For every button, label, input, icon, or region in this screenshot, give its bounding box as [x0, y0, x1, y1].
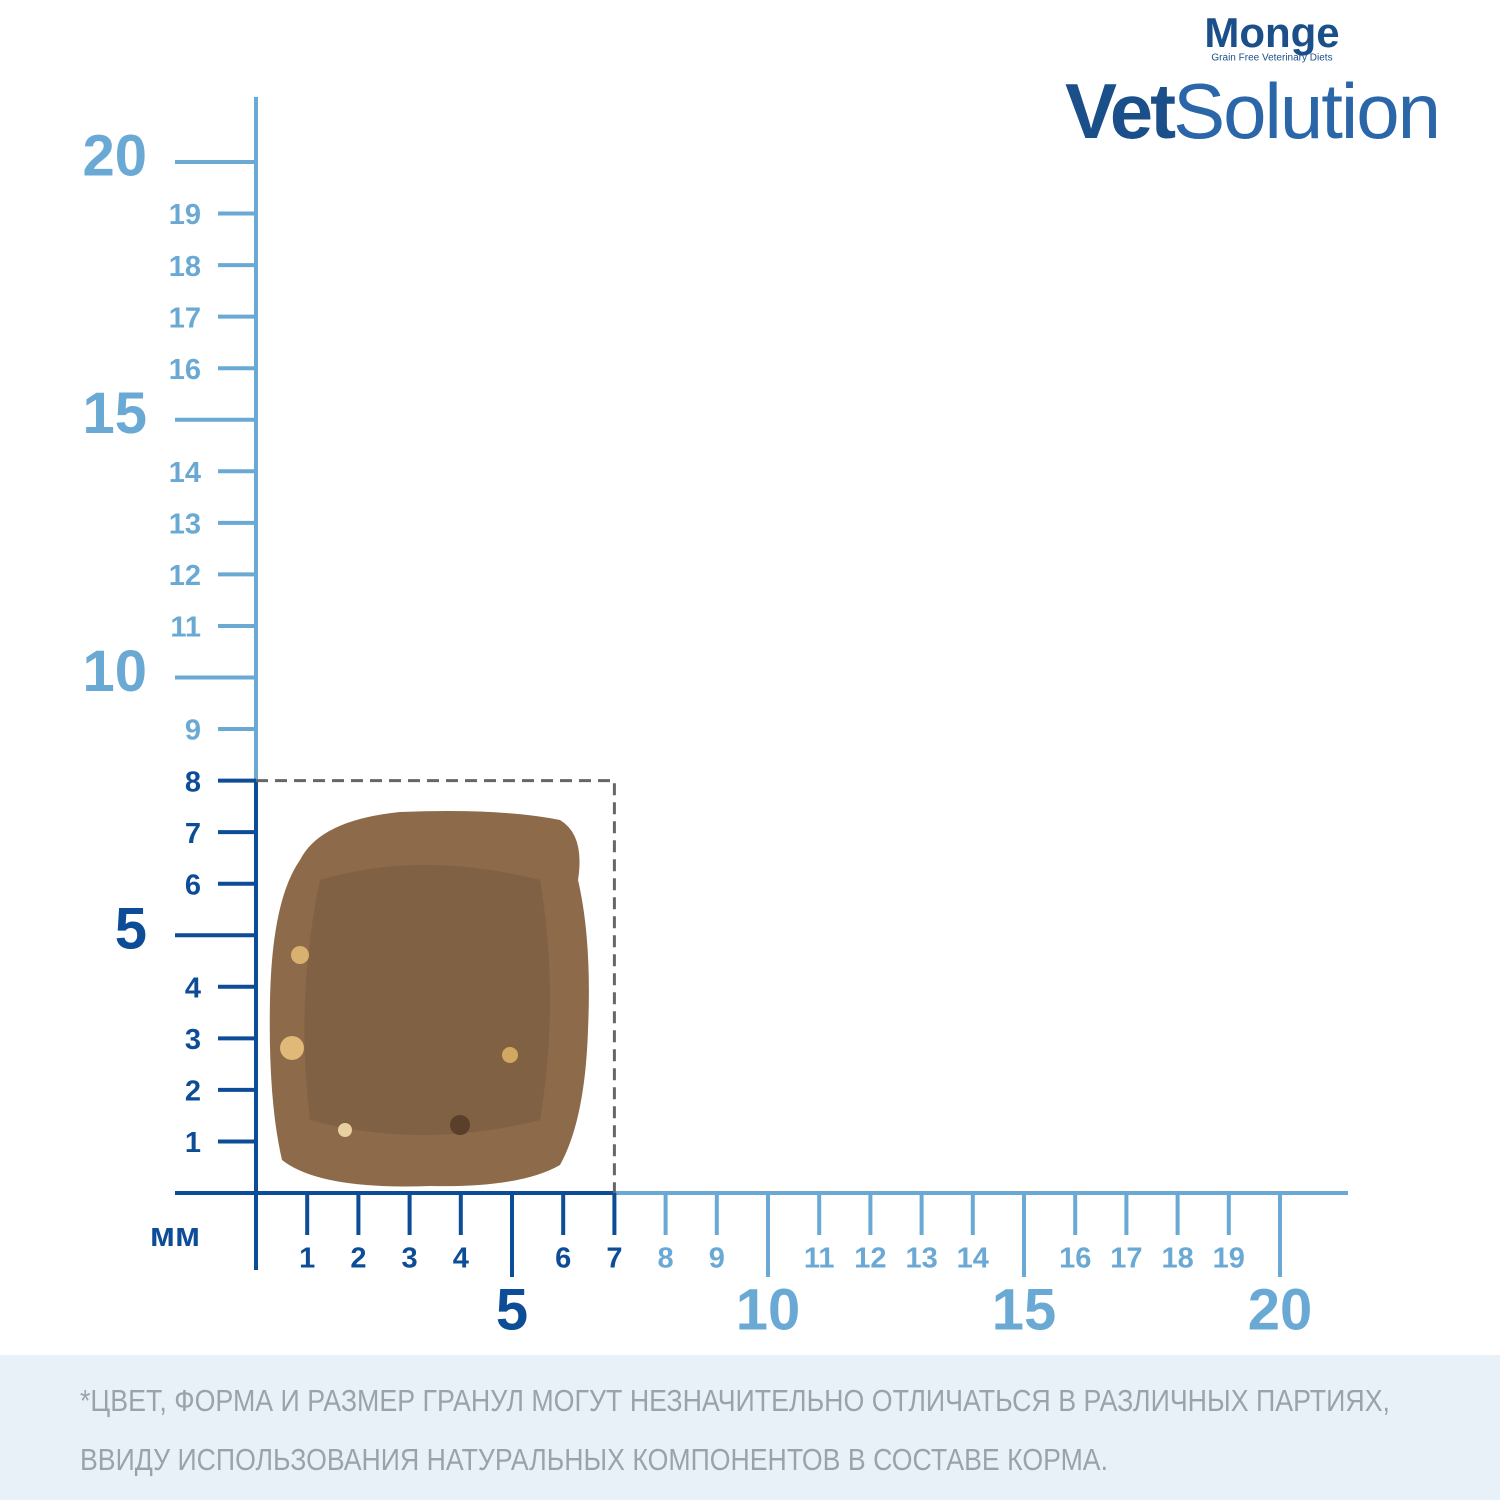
y-tick-label: 2 — [185, 1076, 201, 1108]
size-box — [256, 779, 616, 1193]
footnote-line: ВВИДУ ИСПОЛЬЗОВАНИЯ НАТУРАЛЬНЫХ КОМПОНЕН… — [80, 1442, 1108, 1477]
x-tick-label: 15 — [992, 1277, 1057, 1342]
kibble-shade — [304, 865, 550, 1135]
x-tick-label: 12 — [854, 1243, 886, 1275]
kibble-speck — [502, 1047, 518, 1063]
y-tick-label: 12 — [169, 560, 201, 592]
y-tick-label: 7 — [185, 818, 201, 850]
x-tick-label: 3 — [402, 1243, 418, 1275]
x-tick-label: 11 — [804, 1243, 835, 1275]
y-tick-label: 10 — [82, 639, 147, 704]
x-tick-label: 10 — [736, 1277, 801, 1342]
y-tick-label: 1 — [185, 1127, 201, 1159]
kibble-speck — [338, 1123, 352, 1137]
y-tick-label: 8 — [185, 766, 201, 798]
kibble-speck — [291, 946, 309, 964]
product-bold: Vet — [1065, 67, 1176, 155]
footnote-line: *ЦВЕТ, ФОРМА И РАЗМЕР ГРАНУЛ МОГУТ НЕЗНА… — [80, 1383, 1390, 1418]
footnote-band — [0, 1355, 1500, 1500]
x-tick-label: 19 — [1213, 1243, 1245, 1275]
kibble-speck — [280, 1036, 304, 1060]
y-tick-label: 3 — [185, 1024, 201, 1056]
unit-label: мм — [150, 1216, 200, 1254]
y-tick-label: 5 — [115, 897, 147, 962]
y-tick-label: 6 — [185, 869, 201, 901]
x-tick-label: 6 — [555, 1243, 571, 1275]
y-tick-label: 18 — [169, 251, 201, 283]
product-light: Solution — [1173, 67, 1439, 155]
brand-logo: Monge — [1204, 9, 1339, 56]
x-tick-label: 17 — [1110, 1243, 1142, 1275]
x-tick-label: 2 — [350, 1243, 366, 1275]
y-tick-label: 13 — [169, 509, 201, 541]
y-tick-label: 9 — [185, 715, 201, 747]
x-tick-label: 14 — [957, 1243, 989, 1275]
x-tick-label: 9 — [709, 1243, 725, 1275]
x-tick-label: 8 — [658, 1243, 674, 1275]
y-tick-label: 19 — [169, 199, 201, 231]
x-tick-label: 16 — [1059, 1243, 1091, 1275]
kibble — [269, 811, 589, 1187]
x-tick-label: 5 — [496, 1277, 528, 1342]
kibble-speck — [450, 1115, 470, 1135]
x-tick-label: 1 — [299, 1243, 315, 1275]
x-tick-label: 20 — [1248, 1277, 1313, 1342]
brand-tagline: Grain Free Veterinary Diets — [1211, 53, 1332, 64]
y-tick-label: 11 — [170, 612, 201, 644]
y-tick-label: 16 — [169, 354, 201, 386]
y-tick-label: 14 — [169, 457, 201, 489]
x-tick-label: 7 — [606, 1243, 622, 1275]
y-tick-label: 20 — [82, 123, 147, 188]
y-tick-label: 17 — [169, 302, 201, 334]
y-tick-label: 4 — [185, 972, 201, 1004]
x-tick-label: 13 — [905, 1243, 937, 1275]
y-tick-label: 15 — [82, 381, 147, 446]
x-tick-label: 4 — [453, 1243, 469, 1275]
x-tick-label: 18 — [1161, 1243, 1193, 1275]
product-name: VetSolution — [1065, 67, 1439, 155]
